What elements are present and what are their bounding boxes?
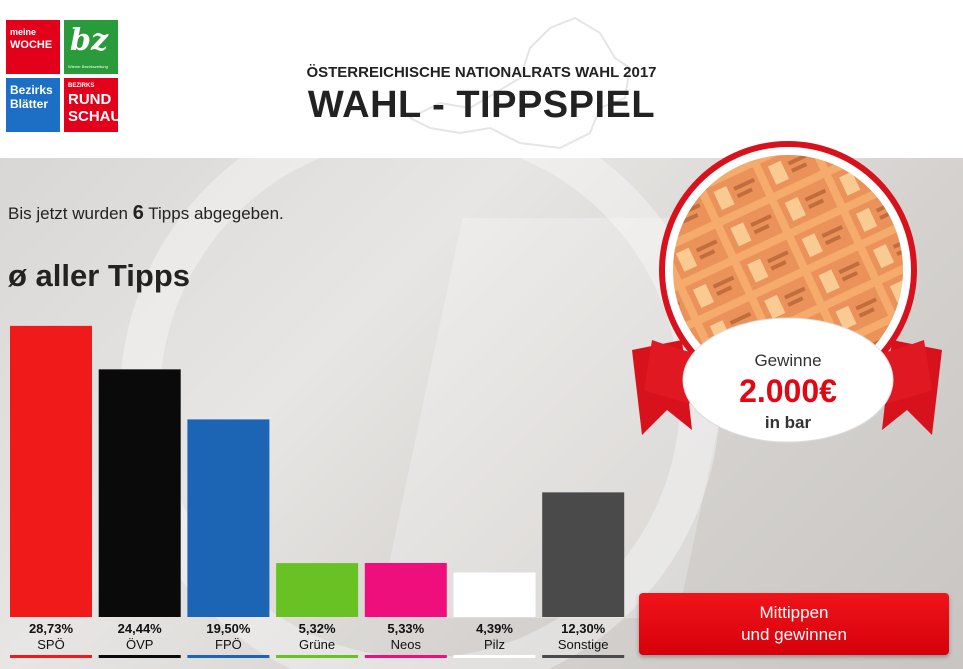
bar-value-label: 19,50% bbox=[206, 621, 251, 636]
bar-value-label: 12,30% bbox=[561, 621, 606, 636]
average-tips-heading: ø aller Tipps bbox=[8, 258, 191, 293]
bar-5 bbox=[453, 572, 536, 617]
bar-underline bbox=[542, 655, 625, 658]
bar-underline bbox=[187, 655, 270, 658]
bar-category-label: Sonstige bbox=[558, 637, 609, 652]
page-title: WAHL - TIPPSPIEL bbox=[307, 84, 656, 126]
prize-amount: 2.000€ bbox=[739, 373, 837, 409]
prize-line1: Gewinne bbox=[754, 351, 821, 370]
tips-count: 6 bbox=[132, 202, 144, 224]
bar-chart: 28,73%SPÖ 24,44%ÖVP 19,50%FPÖ 5,32%Grüne 5,3… bbox=[10, 325, 625, 658]
bar-value-label: 24,44% bbox=[118, 621, 163, 636]
bar-underline bbox=[453, 655, 536, 658]
page-subtitle: ÖSTERREICHISCHE NATIONALRATS WAHL 2017 bbox=[306, 64, 657, 81]
bar-value-label: 5,33% bbox=[387, 621, 424, 636]
rundschau-logo[interactable]: BEZIRKS RUND SCHAU bbox=[64, 78, 121, 132]
prize-line3: in bar bbox=[765, 413, 812, 432]
bar-category-label: Grüne bbox=[299, 637, 335, 652]
bar-category-label: FPÖ bbox=[215, 637, 242, 652]
austria-map-outline bbox=[407, 16, 632, 150]
bar-2 bbox=[187, 419, 270, 617]
bar-1 bbox=[98, 369, 181, 617]
bar-6 bbox=[542, 492, 625, 617]
bar-category-label: Neos bbox=[391, 637, 422, 652]
tips-count-text: Bis jetzt wurden 6 Tipps abgegeben. bbox=[8, 202, 284, 224]
bar-value-label: 28,73% bbox=[29, 621, 74, 636]
bar-value-label: 4,39% bbox=[476, 621, 513, 636]
bz-logo[interactable]: bz Wiener Bezirkszeitung bbox=[64, 20, 118, 74]
bar-category-label: SPÖ bbox=[37, 637, 64, 652]
bar-value-label: 5,32% bbox=[299, 621, 336, 636]
bar-category-label: ÖVP bbox=[126, 637, 153, 652]
bar-underline bbox=[98, 655, 181, 658]
meine-woche-logo[interactable]: meine WOCHE bbox=[6, 20, 60, 74]
bar-3 bbox=[276, 563, 359, 617]
header: meine WOCHE bz Wiener Bezirkszeitung Bez… bbox=[0, 0, 963, 158]
bar-category-label: Pilz bbox=[484, 637, 505, 652]
bar-underline bbox=[364, 655, 447, 658]
prize-badge: Gewinne 2.000€ in bar bbox=[632, 141, 942, 443]
bar-0 bbox=[10, 325, 92, 617]
bar-4 bbox=[364, 562, 447, 617]
bar-underline bbox=[10, 655, 92, 658]
bezirksblaetter-logo[interactable]: Bezirks Blätter bbox=[6, 78, 60, 132]
bar-underline bbox=[276, 655, 359, 658]
mittippen-button[interactable]: Mittippen und gewinnen bbox=[639, 593, 949, 655]
